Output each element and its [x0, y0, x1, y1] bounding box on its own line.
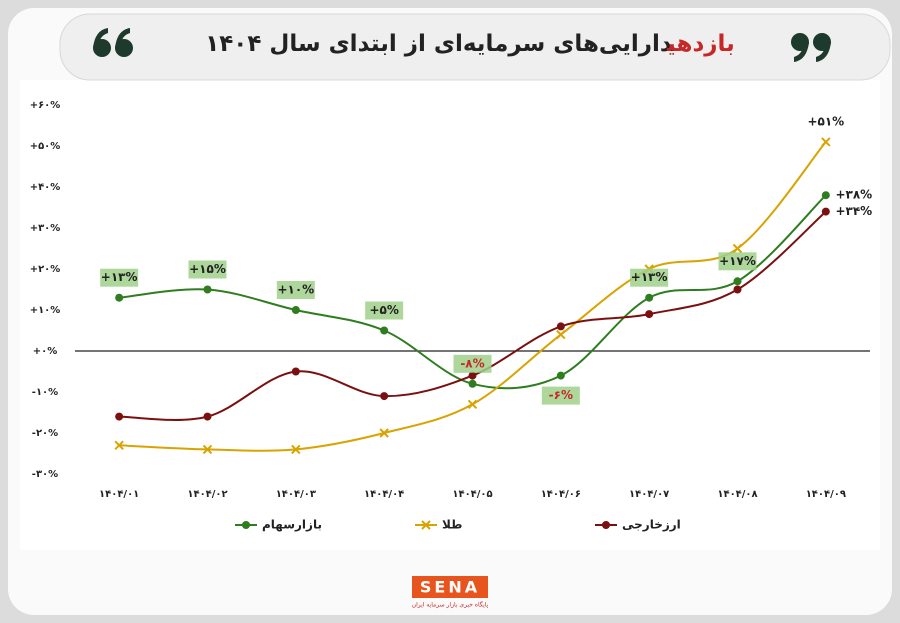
marker: [732, 243, 743, 254]
x-tick-label: ۱۴۰۴/۰۶: [541, 489, 581, 500]
y-tick-label: -۳۰%: [32, 469, 58, 480]
marker: [645, 310, 654, 319]
data-label: +۱۰%: [277, 283, 314, 297]
x-tick-label: ۱۴۰۴/۰۲: [187, 489, 227, 500]
legend-label: طلا: [442, 518, 462, 532]
data-label: +۳۸%: [835, 188, 872, 202]
marker-x: [732, 243, 743, 254]
quote-right: [791, 33, 831, 62]
plot-panel: [20, 80, 880, 550]
marker: [291, 306, 300, 314]
quote-left: [93, 28, 133, 57]
legend-marker: [242, 521, 250, 529]
marker: [821, 137, 831, 147]
logo: SENA: [420, 578, 480, 597]
logo-tagline: پایگاه خبری بازار سرمایه ایران: [412, 601, 489, 609]
data-label: -۸%: [460, 356, 484, 370]
data-label-box: [630, 268, 669, 287]
data-label: +۵۱%: [807, 114, 844, 128]
y-tick-label: +۶۰%: [30, 100, 61, 111]
data-label-box: [100, 268, 139, 287]
data-label: +۱۷%: [719, 254, 756, 268]
marker: [467, 399, 478, 410]
marker: [645, 293, 654, 302]
legend-label: بازارسهام: [262, 518, 322, 533]
data-label-box: [188, 260, 227, 279]
marker: [468, 379, 477, 388]
x-tick-label: ۱۴۰۴/۰۷: [629, 489, 669, 500]
data-label: -۶%: [549, 388, 573, 402]
marker-x: [202, 444, 213, 455]
marker: [115, 293, 124, 302]
marker: [821, 207, 830, 216]
marker: [556, 371, 565, 380]
marker: [821, 191, 830, 200]
data-label-box: [453, 354, 492, 373]
marker: [115, 412, 124, 421]
marker: [379, 428, 389, 438]
title-bar: [59, 13, 891, 81]
marker: [114, 440, 124, 451]
marker: [468, 371, 477, 380]
title-highlight: بازدهی: [666, 31, 735, 57]
y-tick-label: +۳۰%: [30, 223, 61, 234]
y-tick-label: +۱۰%: [30, 305, 61, 316]
legend-marker: [421, 520, 431, 530]
marker: [733, 285, 742, 294]
x-tick-label: ۱۴۰۴/۰۳: [276, 489, 316, 500]
legend-label: ارزخارجی: [622, 518, 681, 532]
y-tick-label: +۵۰%: [30, 141, 61, 152]
marker-x: [291, 444, 301, 455]
x-tick-label: ۱۴۰۴/۰۹: [806, 489, 846, 500]
y-tick-label: -۱۰%: [32, 387, 58, 398]
marker: [556, 322, 565, 331]
marker: [291, 367, 300, 376]
data-label: +۵%: [369, 303, 398, 317]
title-text: دارایی‌های سرمایه‌ای از ابتدای سال ۱۴۰۴: [205, 31, 674, 57]
data-label-box: [276, 281, 315, 299]
x-tick-label: ۱۴۰۴/۰۵: [452, 489, 492, 500]
marker-x: [467, 399, 478, 410]
data-label: +۳۴%: [835, 204, 872, 218]
data-label: +۱۵%: [189, 262, 226, 276]
y-tick-label: +۴۰%: [30, 182, 61, 193]
y-tick-label: -۲۰%: [32, 428, 58, 439]
series-line: [119, 194, 827, 390]
marker: [203, 412, 212, 421]
data-label: +۱۳%: [631, 270, 668, 284]
marker-x: [556, 329, 566, 340]
x-tick-label: ۱۴۰۴/۰۴: [364, 489, 404, 500]
legend-marker: [602, 521, 610, 529]
marker: [380, 326, 389, 335]
y-tick-label: +۲۰%: [30, 264, 61, 275]
chart-title: بازدهیدارایی‌های سرمایه‌ای از ابتدای سال…: [205, 31, 735, 57]
x-tick-label: ۱۴۰۴/۰۸: [717, 489, 757, 500]
marker: [203, 285, 212, 294]
data-label-box: [718, 252, 757, 271]
marker-x: [114, 440, 124, 451]
data-label-box: [541, 386, 580, 405]
marker-x: [379, 428, 389, 438]
y-tick-label: +۰%: [33, 346, 58, 357]
x-tick-label: ۱۴۰۴/۰۱: [99, 489, 139, 500]
marker: [733, 277, 742, 286]
marker: [380, 392, 389, 401]
marker: [202, 444, 213, 455]
marker-x: [821, 137, 831, 147]
logo-box: [412, 576, 488, 598]
marker: [556, 329, 566, 340]
data-label-box: [365, 301, 404, 320]
marker: [291, 444, 301, 455]
data-label: +۱۳%: [101, 270, 138, 284]
